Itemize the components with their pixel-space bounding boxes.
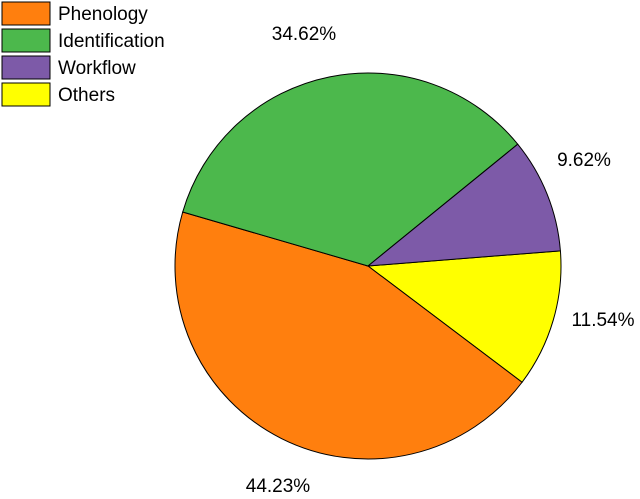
legend-swatch-identification — [1, 28, 51, 53]
legend-swatch-phenology — [1, 1, 51, 26]
legend-label-identification: Identification — [58, 31, 165, 52]
pie-labels: 44.23% 34.62% 9.62% 11.54% — [246, 24, 635, 497]
legend: Phenology Identification Workflow Others — [1, 1, 165, 107]
slice-label-others: 11.54% — [571, 310, 634, 331]
pie-slice-workflow — [366, 143, 561, 267]
legend-label-others: Others — [58, 85, 115, 106]
slice-label-workflow: 9.62% — [557, 150, 611, 171]
legend-swatch-others — [1, 82, 51, 107]
pie-slice-identification — [182, 72, 519, 267]
slice-label-identification: 34.62% — [272, 24, 337, 45]
pie-slice-phenology — [174, 211, 523, 460]
legend-label-phenology: Phenology — [58, 4, 148, 25]
slice-label-phenology: 44.23% — [246, 476, 311, 497]
legend-label-workflow: Workflow — [58, 58, 136, 79]
pie-slices — [174, 72, 562, 460]
pie-slice-others — [366, 250, 562, 383]
legend-swatch-workflow — [1, 55, 51, 80]
